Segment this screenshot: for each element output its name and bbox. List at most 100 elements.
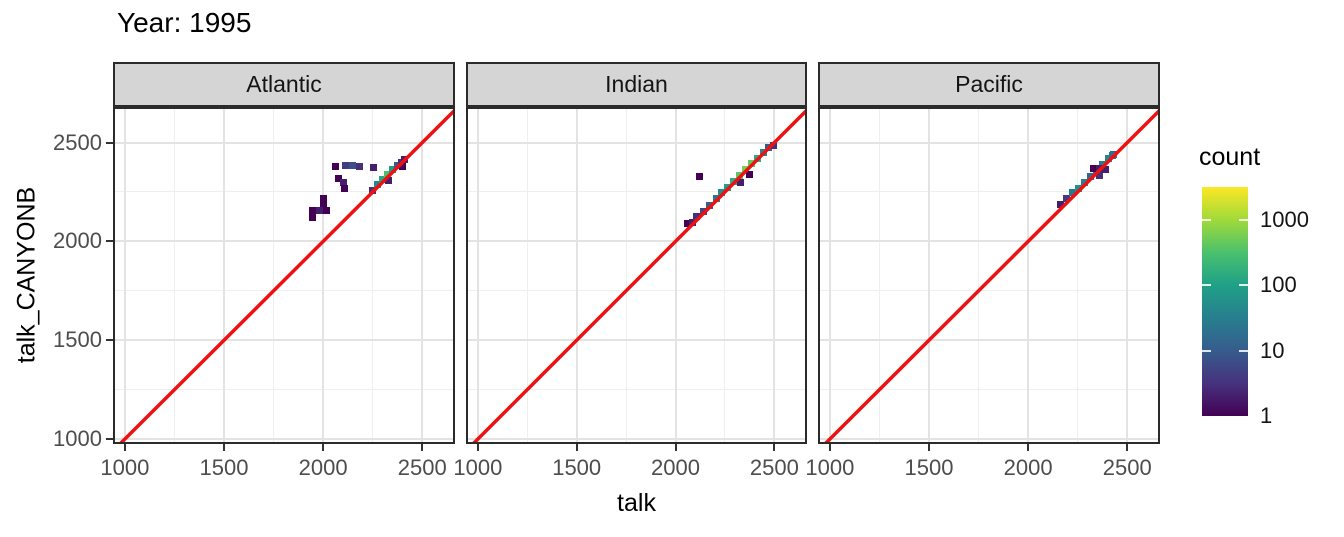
x-tick-label: 2000 [651,455,700,480]
grid-major-y [113,339,455,342]
bin [385,176,393,184]
facet-strip-indian: Indian [466,62,807,107]
bin [340,178,348,186]
colorbar-tick [1239,284,1248,287]
legend-colorbar [1202,187,1248,416]
x-tick-mark [476,444,479,451]
bin [398,162,406,170]
bin [692,213,700,221]
y-tick-mark [106,141,113,144]
bin [737,178,745,186]
facet-panel-indian [466,107,807,444]
grid-major-x [1027,107,1030,444]
x-tick-mark [123,444,126,451]
x-tick-mark [928,444,931,451]
facet-panel-atlantic [113,107,455,444]
x-tick-label: 1000 [453,455,503,480]
grid-minor-x [1077,107,1079,444]
x-tick-label: 2000 [298,455,348,480]
bin [695,172,703,180]
bin [334,174,342,182]
grid-minor-x [625,107,627,444]
bin [1090,164,1098,172]
bin [331,162,339,170]
x-tick-label: 1000 [100,455,150,480]
bin [342,161,350,169]
grid-minor-y [466,290,807,292]
x-tick-mark [421,444,424,451]
grid-minor-x [724,107,726,444]
grid-minor-x [978,107,980,444]
facet-strip-atlantic: Atlantic [113,62,455,107]
bin [356,162,364,170]
x-tick-label: 1500 [199,455,249,480]
x-tick-label: 1000 [805,455,855,480]
x-tick-label: 1500 [904,455,954,480]
grid-major-y [466,141,807,144]
grid-minor-y [818,389,1160,391]
bin [384,170,392,178]
colorbar-tick [1202,218,1211,221]
y-axis-title: talk_CANYONB [12,186,41,364]
grid-major-x [421,107,424,444]
bin [315,207,323,215]
colorbar-tick [1202,349,1211,352]
x-tick-mark [575,444,578,451]
bin [1075,184,1083,192]
x-axis-title: talk [617,489,656,517]
x-tick-label: 2500 [1102,455,1152,480]
grid-major-y [466,339,807,342]
x-tick-mark [828,444,831,451]
y-tick-label: 1000 [53,426,102,452]
legend-tick-label: 1 [1260,403,1273,428]
bin [1069,189,1077,197]
grid-major-x [476,107,479,444]
x-tick-label: 2500 [397,455,447,480]
x-tick-mark [1126,444,1129,451]
grid-major-x [322,107,325,444]
facet-strip-label-pacific: Pacific [955,71,1023,97]
grid-minor-y [113,290,455,292]
y-tick-mark [106,240,113,243]
grid-minor-x [526,107,528,444]
legend-tick-label: 1000 [1260,206,1309,232]
grid-major-x [575,107,578,444]
grid-minor-y [466,191,807,193]
grid-major-x [928,107,931,444]
x-tick-mark [674,444,677,451]
bin [341,184,349,192]
grid-major-x [1126,107,1129,444]
bin [370,163,378,171]
bin [1063,195,1071,203]
grid-minor-x [372,107,374,444]
plot-title: Year: 1995 [117,7,252,38]
grid-major-x [123,107,126,444]
legend-title: count [1199,143,1261,171]
grid-major-y [818,438,1160,441]
grid-minor-y [113,389,455,391]
bin [349,161,357,169]
grid-major-y [113,438,455,441]
colorbar-tick [1202,284,1211,287]
bin [746,170,754,178]
bin [379,175,387,183]
bin [1057,201,1065,209]
colorbar-tick [1239,349,1248,352]
grid-minor-y [466,389,807,391]
bin [319,202,327,210]
grid-major-x [773,107,776,444]
x-tick-label: 2000 [1003,455,1053,480]
grid-minor-y [818,290,1160,292]
identity-line-atlantic [117,107,455,444]
bin [1081,178,1089,186]
grid-major-y [818,141,1160,144]
bin [319,195,327,203]
facet-strip-label-indian: Indian [605,71,668,97]
facet-strip-pacific: Pacific [818,62,1160,107]
y-tick-mark [106,438,113,441]
grid-major-y [113,240,455,243]
bin [1104,154,1112,162]
identity-line-pacific [822,107,1160,444]
y-tick-mark [106,339,113,342]
